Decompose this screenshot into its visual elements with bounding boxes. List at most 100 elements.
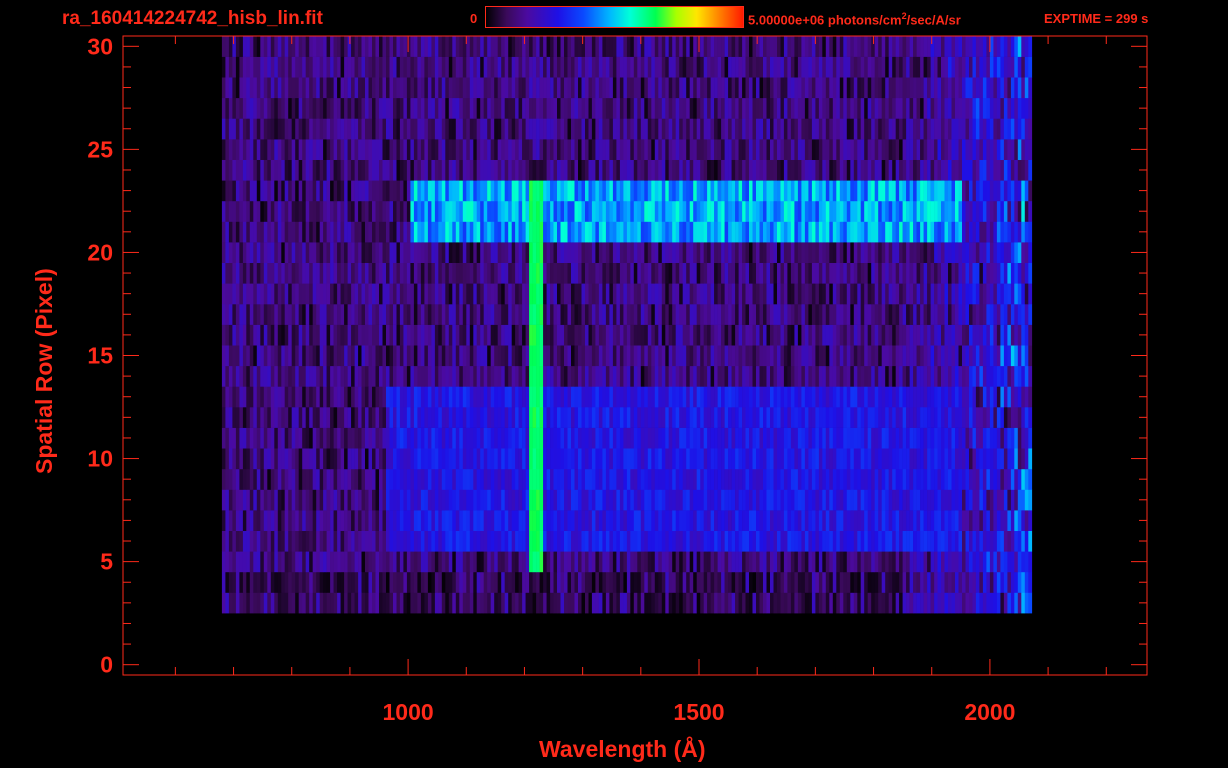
heatmap-cell: [763, 283, 767, 305]
heatmap-cell: [298, 386, 303, 408]
heatmap-cell: [344, 324, 348, 346]
heatmap-cell: [993, 407, 998, 428]
heatmap-cell: [895, 386, 900, 408]
heatmap-cell: [790, 304, 795, 325]
heatmap-cell: [745, 262, 750, 284]
heatmap-cell: [975, 304, 980, 325]
heatmap-cell: [749, 180, 753, 202]
heatmap-cell: [326, 242, 331, 263]
heatmap-cell: [888, 407, 893, 428]
heatmap-cell: [867, 407, 872, 428]
heatmap-cell: [598, 592, 603, 614]
heatmap-cell: [393, 468, 397, 490]
heatmap-cell: [480, 242, 484, 263]
heatmap-cell: [546, 386, 551, 408]
heatmap-cell: [221, 571, 226, 593]
heatmap-cell: [630, 448, 635, 470]
heatmap-cell: [700, 489, 704, 511]
heatmap-cell: [448, 489, 453, 511]
heatmap-cell: [948, 365, 952, 387]
heatmap-cell: [749, 551, 753, 573]
heatmap-cell: [962, 510, 966, 531]
heatmap-cell: [389, 180, 394, 202]
heatmap-cell: [829, 304, 834, 325]
heatmap-cell: [441, 551, 446, 573]
heatmap-cell: [539, 468, 544, 490]
heatmap-cell: [728, 345, 732, 367]
heatmap-cell: [888, 530, 893, 552]
heatmap-cell: [612, 200, 617, 222]
heatmap-cell: [333, 427, 338, 449]
heatmap-cell: [434, 510, 439, 531]
heatmap-cell: [626, 345, 631, 367]
heatmap-cell: [452, 571, 457, 593]
heatmap-cell: [340, 448, 345, 470]
heatmap-cell: [759, 386, 764, 408]
heatmap-cell: [270, 324, 275, 346]
heatmap-cell: [522, 571, 526, 593]
heatmap-cell: [225, 242, 230, 263]
heatmap-cell: [529, 510, 533, 531]
heatmap-cell: [742, 345, 746, 367]
heatmap-cell: [864, 365, 868, 387]
heatmap-cell: [1017, 489, 1022, 511]
heatmap-cell: [403, 304, 408, 325]
heatmap-cell: [316, 200, 320, 222]
heatmap-cell: [337, 551, 341, 573]
heatmap-cell: [885, 283, 889, 305]
heatmap-cell: [721, 283, 725, 305]
heatmap-cell: [242, 283, 247, 305]
heatmap-cell: [445, 283, 450, 305]
heatmap-cell: [260, 304, 265, 325]
heatmap-cell: [518, 242, 523, 263]
heatmap-cell: [281, 571, 286, 593]
heatmap-cell: [700, 510, 704, 531]
heatmap-cell: [389, 365, 394, 387]
heatmap-cell: [658, 242, 663, 263]
heatmap-cell: [986, 427, 991, 449]
heatmap-cell: [794, 571, 799, 593]
heatmap-cell: [630, 283, 635, 305]
heatmap-cell: [675, 468, 680, 490]
heatmap-cell: [735, 530, 739, 552]
heatmap-cell: [969, 345, 973, 367]
heatmap-cell: [235, 468, 240, 490]
heatmap-cell: [508, 386, 512, 408]
heatmap-cell: [1010, 468, 1015, 490]
heatmap-cell: [295, 262, 299, 284]
heatmap-cells: [221, 36, 1033, 614]
heatmap-cell: [337, 283, 341, 305]
heatmap-cell: [717, 551, 722, 573]
heatmap-cell: [302, 304, 306, 325]
heatmap-cell: [372, 427, 376, 449]
heatmap-cell: [522, 262, 526, 284]
heatmap-cell: [417, 592, 422, 614]
heatmap-cell: [853, 551, 858, 573]
heatmap-cell: [602, 407, 607, 428]
heatmap-cell: [787, 200, 792, 222]
heatmap-cell: [982, 427, 987, 449]
heatmap-cell: [1007, 200, 1012, 222]
heatmap-cell: [480, 407, 484, 428]
heatmap-cell: [756, 510, 760, 531]
heatmap-cell: [975, 283, 980, 305]
heatmap-cell: [466, 571, 471, 593]
heatmap-cell: [427, 221, 432, 243]
heatmap-cell: [529, 407, 533, 428]
heatmap-cell: [591, 200, 596, 222]
heatmap-cell: [326, 407, 331, 428]
heatmap-cell: [476, 427, 481, 449]
heatmap-cell: [256, 468, 261, 490]
heatmap-cell: [330, 468, 334, 490]
heatmap-cell: [672, 262, 676, 284]
heatmap-cell: [745, 221, 750, 243]
heatmap-cell: [801, 262, 806, 284]
heatmap-cell: [965, 221, 970, 243]
heatmap-cell: [448, 304, 453, 325]
heatmap-cell: [581, 571, 586, 593]
heatmap-cell: [358, 448, 362, 470]
heatmap-cell: [515, 592, 519, 614]
heatmap-cell: [347, 365, 352, 387]
heatmap-cell: [333, 365, 338, 387]
heatmap-cell: [431, 159, 436, 181]
